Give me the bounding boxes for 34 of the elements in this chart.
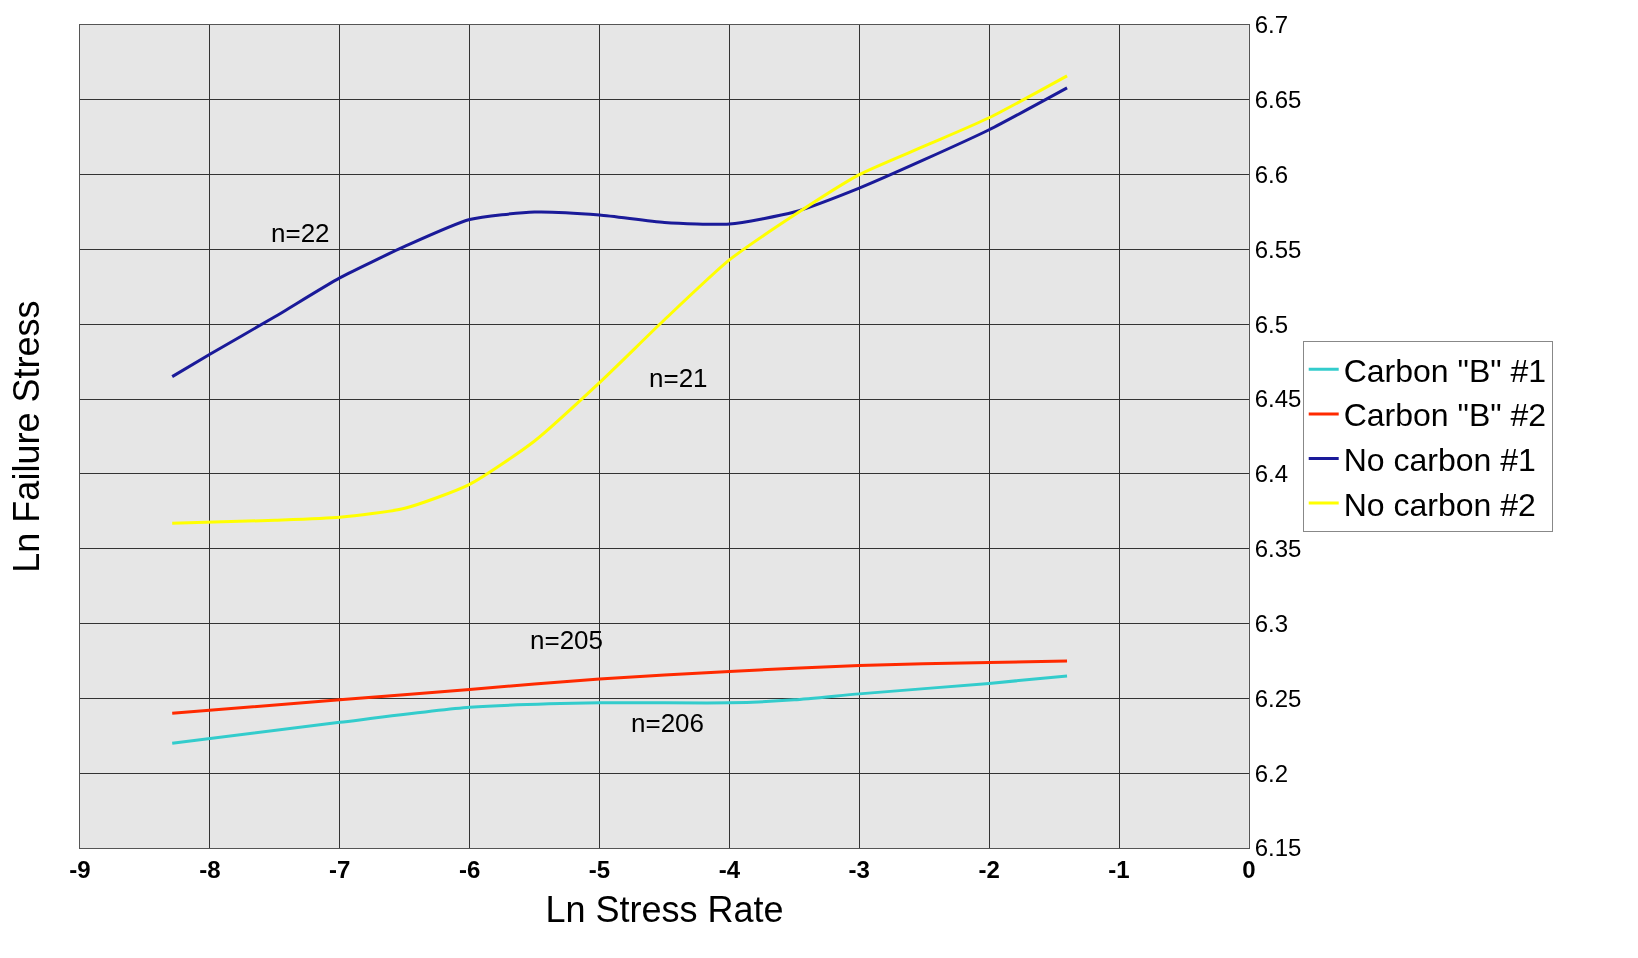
x-tick-label: -1 [1108,855,1130,883]
x-tick-label: -8 [199,855,221,883]
x-tick-label: -3 [848,855,870,883]
y-tick-label: 6.6 [1254,161,1289,189]
y-tick-label: 6.7 [1254,11,1289,39]
y-tick-label: 6.3 [1254,609,1289,637]
y-tick-label: 6.55 [1254,235,1302,263]
line-series [170,659,1069,715]
y-tick-label: 6.4 [1254,460,1289,488]
y-tick-label: 6.2 [1254,759,1289,787]
y-tick-label: 6.25 [1254,684,1302,712]
legend-label: Carbon "B" #1 [1343,352,1547,389]
x-axis-title: Ln Stress Rate [545,889,784,931]
annotation: n=22 [271,218,330,248]
x-tick-label: -5 [588,855,611,883]
line-series [170,74,1069,525]
legend-label: No carbon #2 [1343,486,1536,523]
x-tick-label: -6 [458,855,481,883]
y-tick-label: 6.35 [1254,535,1302,563]
line-series [170,674,1069,745]
annotation: n=206 [631,708,705,738]
x-tick-label: -7 [329,855,351,883]
x-tick-label: -4 [718,855,741,883]
annotation: n=21 [649,363,708,393]
legend-label: No carbon #1 [1343,441,1536,478]
x-tick-label: -2 [978,855,1000,883]
y-tick-label: 6.5 [1254,310,1289,338]
y-axis-title: Ln Failure Stress [5,300,47,573]
legend-label: Carbon "B" #2 [1343,397,1547,434]
x-tick-label: -9 [69,855,91,883]
y-tick-label: 6.45 [1254,385,1302,413]
y-tick-label: 6.65 [1254,86,1302,114]
y-tick-label: 6.15 [1254,834,1302,862]
x-tick-label: 0 [1242,855,1256,883]
